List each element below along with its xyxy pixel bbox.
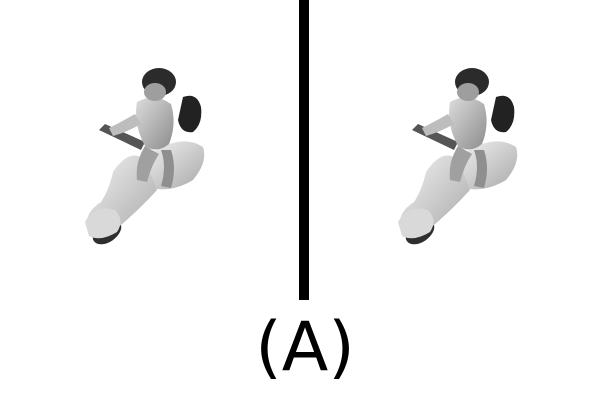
scooter-rider-icon bbox=[75, 62, 225, 257]
figure-caption: (A) bbox=[255, 308, 355, 387]
vertical-divider bbox=[299, 0, 309, 300]
scooter-rider-icon bbox=[388, 62, 538, 257]
scooter-rider-image-right bbox=[388, 62, 538, 257]
scooter-rider-image-left bbox=[75, 62, 225, 257]
